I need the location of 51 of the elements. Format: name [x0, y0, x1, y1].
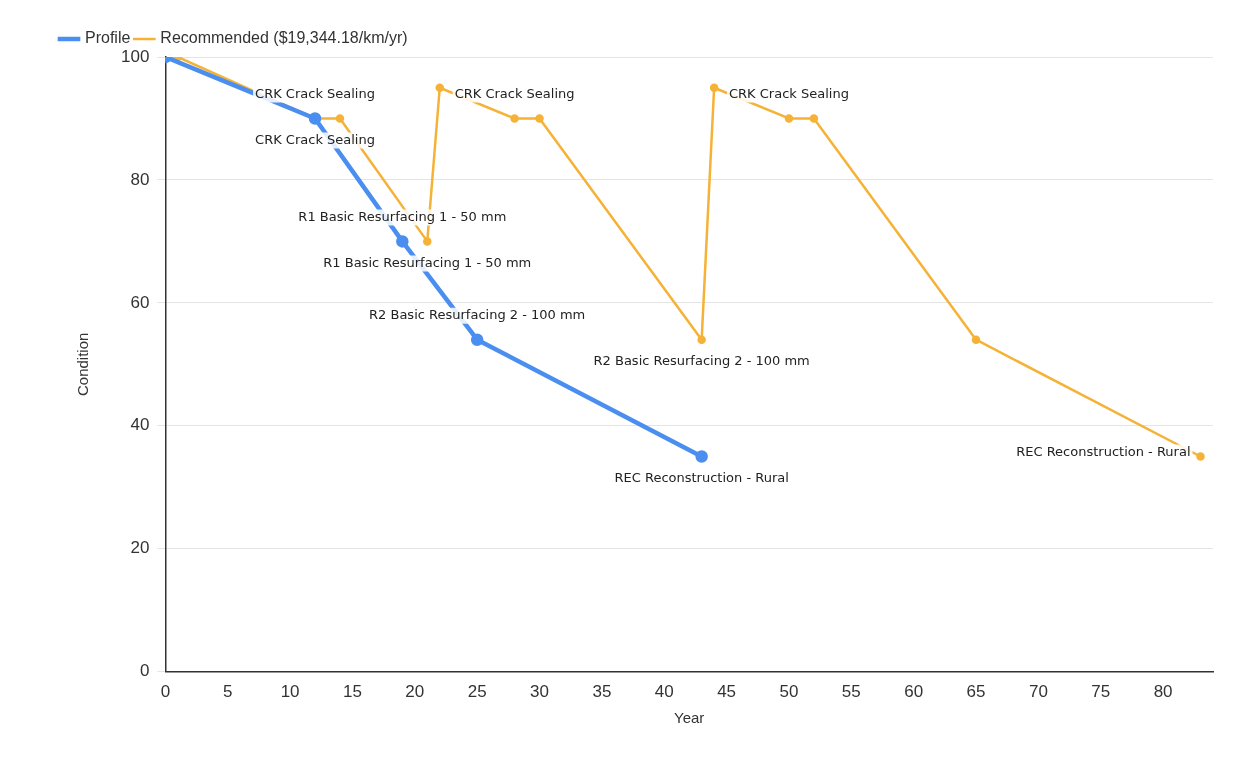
point [423, 237, 432, 246]
point [535, 114, 544, 123]
y-tick-label: 60 [130, 292, 150, 312]
x-tick-label: 60 [904, 682, 924, 702]
x-tick-label: 15 [342, 682, 362, 702]
x-tick-label: 65 [966, 682, 986, 702]
annotation: CRK Crack Sealing [255, 131, 375, 147]
x-tick-label: 70 [1028, 682, 1048, 702]
point [784, 114, 794, 123]
x-tick-label: 75 [1091, 682, 1111, 702]
annotation: CRK Crack Sealing [255, 85, 375, 101]
point [335, 114, 345, 123]
legend-label: Recommended ($19,344.18/km/yr) [160, 29, 408, 47]
x-tick-label: 0 [160, 682, 171, 702]
x-tick-label: 30 [530, 682, 549, 702]
point [510, 114, 519, 123]
point [697, 335, 706, 344]
y-axis-title: Condition [74, 332, 92, 396]
x-tick-label: 80 [1153, 682, 1173, 702]
x-tick-label: 35 [592, 682, 612, 702]
annotation: R2 Basic Resurfacing 2 - 100 mm [369, 307, 586, 323]
annotation: REC Reconstruction - Rural [614, 469, 789, 485]
annotation: CRK Crack Sealing [454, 85, 575, 101]
point [435, 83, 444, 92]
annotation: REC Reconstruction - Rural [1016, 443, 1191, 459]
point [1196, 452, 1205, 461]
x-tick-label: 40 [654, 682, 674, 702]
x-tick-label: 10 [280, 682, 300, 702]
point [709, 83, 719, 92]
point [396, 235, 409, 248]
point [695, 450, 708, 463]
x-tick-label: 45 [717, 682, 737, 702]
x-tick-label: 20 [405, 682, 425, 702]
y-tick-label: 0 [139, 661, 150, 681]
point [809, 114, 819, 123]
y-tick-label: 100 [120, 46, 150, 66]
x-tick-label: 55 [841, 682, 861, 702]
annotation: R1 Basic Resurfacing 1 - 50 mm [323, 254, 532, 270]
x-tick-label: 50 [779, 682, 799, 702]
annotation: R2 Basic Resurfacing 2 - 100 mm [593, 353, 810, 369]
x-tick-label: 5 [222, 682, 233, 702]
y-tick-label: 80 [130, 169, 150, 189]
point [470, 333, 484, 346]
x-tick-label: 25 [467, 682, 487, 702]
y-tick-label: 20 [130, 538, 150, 558]
point [971, 335, 981, 344]
x-axis-title: Year [674, 709, 705, 727]
annotation: R1 Basic Resurfacing 1 - 50 mm [298, 208, 507, 224]
y-tick-label: 40 [130, 415, 150, 435]
legend-label: Profile [85, 29, 131, 47]
annotation: CRK Crack Sealing [729, 85, 849, 101]
